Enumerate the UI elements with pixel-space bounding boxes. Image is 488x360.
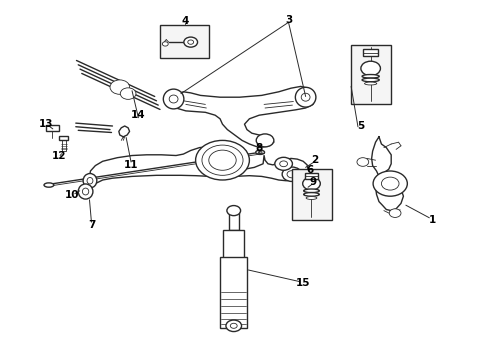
Polygon shape: [371, 137, 403, 211]
Circle shape: [274, 157, 292, 170]
Text: 1: 1: [428, 215, 435, 225]
Ellipse shape: [163, 89, 183, 109]
Bar: [362, 49, 378, 56]
Ellipse shape: [83, 174, 97, 188]
Circle shape: [120, 88, 136, 99]
Ellipse shape: [78, 184, 93, 199]
Circle shape: [360, 61, 380, 76]
Text: 2: 2: [310, 155, 317, 165]
Circle shape: [256, 134, 273, 147]
Text: 8: 8: [255, 143, 262, 153]
Bar: [46, 125, 59, 131]
Text: 6: 6: [306, 165, 313, 175]
Circle shape: [230, 323, 237, 328]
Text: 9: 9: [309, 177, 316, 187]
Circle shape: [302, 177, 320, 190]
Circle shape: [195, 140, 249, 180]
Bar: [61, 140, 65, 151]
Ellipse shape: [303, 189, 319, 193]
Circle shape: [372, 171, 407, 196]
Circle shape: [226, 206, 240, 216]
Ellipse shape: [169, 95, 178, 103]
Text: 5: 5: [357, 121, 364, 131]
Text: 10: 10: [65, 190, 80, 200]
Ellipse shape: [361, 78, 379, 82]
Bar: [304, 173, 318, 179]
Text: 12: 12: [51, 151, 66, 161]
Ellipse shape: [44, 183, 54, 187]
Circle shape: [208, 150, 236, 170]
Polygon shape: [89, 147, 307, 189]
Bar: [160, 25, 208, 58]
Circle shape: [110, 80, 129, 94]
Text: 14: 14: [131, 110, 145, 120]
Ellipse shape: [255, 150, 264, 154]
Bar: [223, 230, 244, 265]
Circle shape: [225, 320, 241, 332]
Circle shape: [162, 42, 168, 46]
Polygon shape: [119, 126, 129, 137]
Ellipse shape: [82, 188, 89, 195]
Ellipse shape: [258, 152, 262, 153]
Ellipse shape: [361, 75, 379, 78]
Ellipse shape: [364, 82, 376, 85]
Bar: [59, 136, 68, 140]
Circle shape: [388, 209, 400, 217]
Ellipse shape: [301, 93, 309, 101]
Text: 7: 7: [87, 220, 95, 230]
Bar: [350, 45, 390, 104]
Bar: [220, 257, 247, 328]
Polygon shape: [167, 86, 315, 148]
Ellipse shape: [295, 87, 315, 107]
Ellipse shape: [303, 193, 319, 196]
Text: 4: 4: [181, 16, 188, 26]
Circle shape: [279, 161, 287, 167]
Ellipse shape: [305, 197, 316, 199]
Text: 15: 15: [295, 278, 310, 288]
Text: 3: 3: [285, 15, 291, 25]
Circle shape: [187, 40, 193, 44]
Text: 11: 11: [123, 159, 138, 170]
Bar: [228, 211, 238, 230]
Circle shape: [183, 37, 197, 47]
Circle shape: [286, 171, 296, 178]
Circle shape: [356, 158, 368, 166]
Text: 13: 13: [39, 119, 53, 129]
Circle shape: [381, 177, 398, 190]
Circle shape: [282, 167, 301, 181]
Bar: [291, 169, 331, 220]
Ellipse shape: [87, 177, 93, 184]
